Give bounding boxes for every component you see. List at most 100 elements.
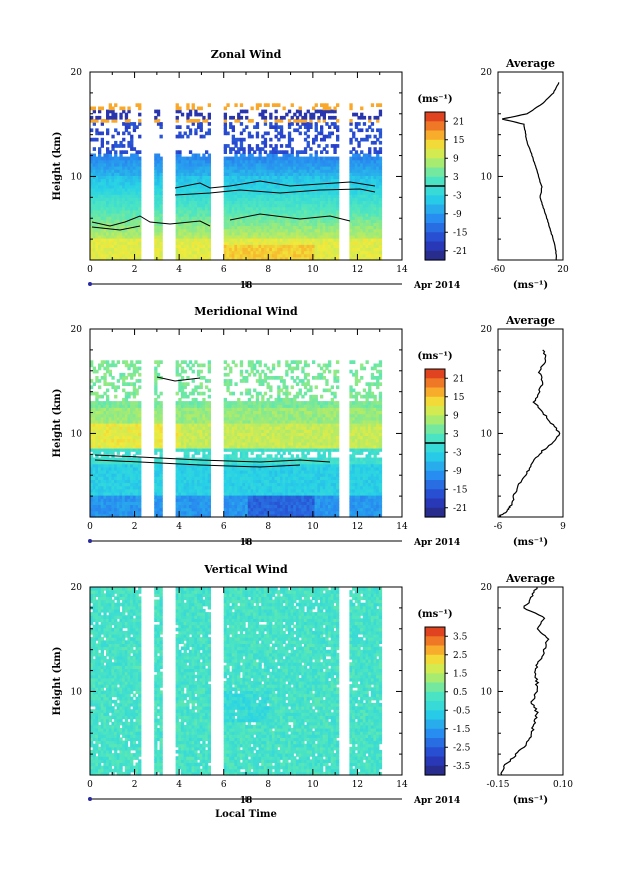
heatmap-cell [261, 247, 265, 252]
heatmap-cell [119, 213, 123, 217]
heatmap-cell [180, 228, 185, 233]
heatmap-cell [271, 178, 276, 183]
heatmap-cell [239, 131, 244, 136]
heatmap-cell [138, 172, 142, 176]
heatmap-cell [154, 153, 158, 158]
heatmap-cell [261, 134, 265, 139]
heatmap-cell [124, 250, 129, 255]
heatmap-cell [178, 194, 182, 198]
heatmap-cell [103, 222, 107, 227]
heatmap-cell [295, 115, 300, 120]
heatmap-cell [135, 194, 139, 198]
heatmap-cell [175, 228, 179, 233]
heatmap-cell [229, 228, 233, 233]
heatmap-cell [111, 134, 115, 139]
heatmap-cell [156, 256, 161, 261]
heatmap-cell [207, 213, 211, 217]
heatmap-cell [188, 228, 193, 233]
heatmap-cell [111, 181, 115, 186]
heatmap-cell [295, 162, 300, 167]
heatmap-cell [239, 241, 244, 245]
heatmap-cell [282, 219, 286, 223]
heatmap-cell [237, 184, 241, 189]
heatmap-cell [255, 162, 260, 167]
heatmap-cell [175, 360, 179, 364]
heatmap-cell [282, 156, 286, 161]
heatmap-cell [205, 206, 209, 211]
heatmap-cell [90, 137, 94, 142]
heatmap-cell [239, 122, 244, 126]
heatmap-cell [285, 209, 289, 214]
heatmap-cell [202, 184, 206, 189]
heatmap-cell [197, 222, 201, 227]
heatmap-cell [247, 169, 252, 173]
heatmap-cell [247, 194, 252, 198]
heatmap-cell [255, 200, 260, 205]
heatmap-cell [103, 231, 107, 236]
heatmap-cell [274, 150, 278, 154]
heatmap-cell [92, 175, 96, 180]
heatmap-cell [263, 228, 268, 233]
heatmap-cell [194, 175, 198, 180]
heatmap-cell [255, 241, 260, 245]
heatmap-cell [186, 175, 190, 180]
heatmap-cell [156, 156, 161, 161]
heatmap-cell [103, 247, 107, 252]
heatmap-cell [301, 228, 305, 233]
heatmap-cell [287, 247, 292, 252]
heatmap-cell [180, 175, 185, 180]
heatmap-cell [287, 225, 292, 230]
heatmap-cell [138, 200, 142, 205]
heatmap-cell [186, 181, 190, 186]
heatmap-cell [287, 119, 292, 123]
colorbar-tick-label: 21 [453, 117, 464, 127]
heatmap-cell [290, 213, 294, 217]
heatmap-cell [180, 250, 185, 255]
heatmap-cell [271, 159, 276, 164]
colorbar-segment [425, 195, 445, 206]
heatmap-cell [95, 166, 99, 170]
heatmap-cell [231, 203, 235, 208]
heatmap-cell [271, 184, 276, 189]
heatmap-cell [180, 191, 185, 195]
heatmap-cell [277, 197, 281, 201]
heatmap-cell [237, 238, 241, 242]
heatmap-cell [239, 222, 244, 227]
heatmap-cell [231, 115, 235, 120]
heatmap-cell [239, 137, 244, 142]
heatmap-cell [309, 175, 313, 180]
heatmap-cell [279, 150, 284, 154]
heatmap-cell [223, 191, 227, 195]
heatmap-cell [114, 256, 118, 261]
heatmap-cell [279, 131, 284, 136]
heatmap-cell [231, 166, 235, 170]
heatmap-cell [127, 228, 131, 233]
heatmap-cell [277, 216, 281, 220]
heatmap-cell [135, 197, 139, 201]
colorbar-tick-label: 3 [453, 173, 459, 183]
heatmap-cell [253, 219, 257, 223]
heatmap-cell [266, 219, 270, 223]
heatmap-cell [237, 213, 241, 217]
heatmap-cell [285, 213, 289, 217]
heatmap-cell [111, 216, 115, 220]
heatmap-cell [111, 119, 115, 123]
heatmap-cell [269, 112, 273, 117]
heatmap-cell [90, 228, 94, 233]
heatmap-cell [271, 253, 276, 258]
heatmap-cell [295, 216, 300, 220]
heatmap-cell [188, 131, 193, 136]
heatmap-cell [180, 219, 185, 223]
heatmap-cell [279, 194, 284, 198]
heatmap-cell [223, 244, 227, 248]
heatmap-cell [202, 219, 206, 223]
heatmap-cell [261, 175, 265, 180]
heatmap-cell [290, 147, 294, 151]
heatmap-cell [263, 175, 268, 180]
heatmap-cell [127, 200, 131, 205]
heatmap-cell [279, 238, 284, 242]
y-tick-label: 20 [71, 68, 83, 78]
heatmap-cell [159, 175, 163, 180]
heatmap-cell [263, 206, 268, 211]
heatmap-cell [255, 228, 260, 233]
